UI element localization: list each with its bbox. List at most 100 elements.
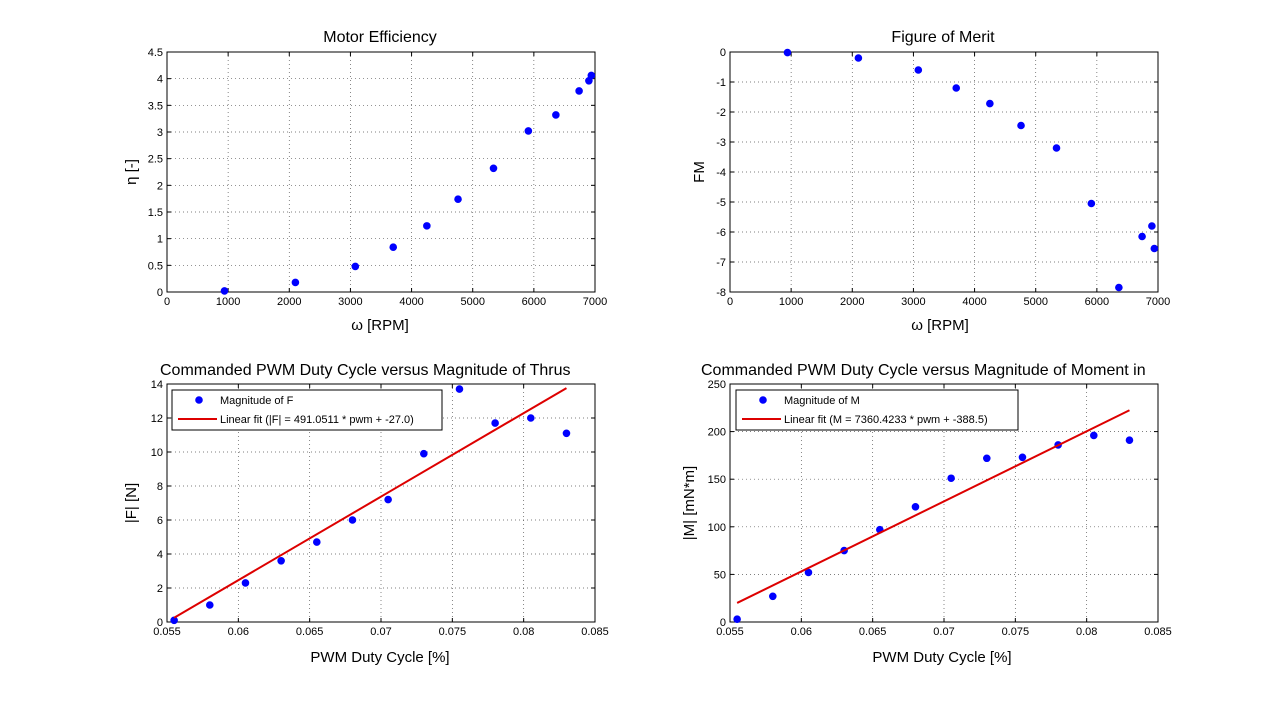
x-tick-label: 0.065 [296, 626, 324, 638]
x-tick-label: 3000 [901, 296, 925, 308]
y-axis-label: |M| [mN*m] [681, 466, 698, 540]
plot-area-4: 0.055 0.06 0.065 0.07 0.075 0.08 0.085 0 50 100 15… [708, 379, 1172, 638]
x-tick-label: 0.075 [1002, 626, 1030, 638]
legend-box [735, 389, 1019, 431]
x-tick-label: 3000 [338, 296, 362, 308]
data-point [552, 111, 560, 119]
y-tick-label: -2 [716, 107, 726, 119]
x-tick-label: 0.06 [228, 626, 249, 638]
y-tick-label: 250 [708, 379, 726, 391]
x-tick-label: 6000 [522, 296, 546, 308]
y-axis-label: FM [691, 161, 708, 183]
data-point [291, 278, 300, 287]
x-tick-label: 0.085 [581, 626, 609, 638]
y-tick-label: 0 [157, 287, 163, 299]
y-tick-label: 6 [157, 515, 163, 527]
plot-area-3: 0.055 0.06 0.065 0.07 0.075 0.08 0.085 0 2 4 6 8 10 1… [151, 379, 609, 638]
data-point [277, 557, 285, 565]
legend-entry-points: Magnitude of M [784, 395, 860, 407]
data-point [1150, 244, 1159, 253]
data-point [783, 48, 792, 57]
data-point [351, 262, 360, 271]
data-point [420, 449, 428, 458]
y-tick-label: 50 [714, 569, 726, 581]
x-tick-label: 0.055 [716, 626, 744, 638]
data-point [911, 503, 920, 511]
data-point [491, 419, 499, 427]
chart-title: Figure of Merit [891, 29, 995, 46]
x-tick-label: 0.075 [439, 626, 467, 638]
x-tick-label: 0 [164, 296, 170, 308]
x-tick-label: 0.06 [791, 626, 812, 638]
legend-entry-fit: Linear fit (|F| = 491.0511 * pwm + -27.0… [220, 414, 414, 426]
y-tick-label: 4 [157, 74, 163, 86]
data-point [206, 601, 214, 609]
data-point [854, 54, 863, 62]
x-tick-label: 0.07 [370, 626, 391, 638]
y-tick-label: 8 [157, 481, 163, 493]
data-point [952, 84, 961, 92]
plot-background [167, 52, 595, 292]
y-tick-label: 4 [157, 549, 163, 561]
y-tick-label: 0 [157, 617, 163, 629]
data-point [384, 495, 392, 504]
fit-line [173, 387, 567, 619]
subplot-figure-of-merit: Figure of Merit ω [RPM] FM [691, 29, 995, 334]
y-tick-label: 100 [708, 522, 726, 534]
y-tick-label: -4 [716, 167, 726, 179]
y-tick-label: -8 [716, 287, 726, 299]
y-tick-label: -5 [716, 197, 726, 209]
y-tick-label: -7 [716, 257, 726, 269]
x-tick-label: 6000 [1085, 296, 1109, 308]
legend-marker [195, 396, 203, 404]
x-tick-label: 1000 [216, 296, 240, 308]
fit-line [736, 409, 1130, 604]
chart-title: Motor Efficiency [323, 29, 437, 46]
data-point [313, 538, 321, 546]
data-point [1017, 121, 1025, 130]
x-tick-label: 2000 [277, 296, 301, 308]
data-point [1090, 431, 1098, 440]
chart-title: Commanded PWM Duty Cycle versus Magnitud… [160, 362, 571, 379]
subplot-moment-vs-pwm: Commanded PWM Duty Cycle versus Magnitud… [681, 362, 1146, 666]
data-point [1052, 144, 1061, 152]
data-point [524, 127, 533, 135]
data-point [423, 222, 431, 230]
data-point [1148, 222, 1156, 230]
legend: Magnitude of M Linear fit (M = 7360.4233 … [735, 389, 1019, 431]
data-point [587, 71, 596, 80]
data-point [947, 474, 955, 483]
data-point [983, 454, 991, 463]
x-tick-label: 4000 [399, 296, 423, 308]
y-tick-label: 3.5 [148, 100, 163, 112]
x-tick-label: 0.08 [513, 626, 534, 638]
data-point [527, 414, 535, 422]
data-point [455, 385, 464, 393]
y-axis-label: |F| [N] [123, 483, 140, 523]
data-point [1087, 199, 1096, 208]
y-tick-label: 2.5 [148, 154, 163, 166]
legend-marker [759, 396, 767, 404]
x-tick-label: 0.065 [859, 626, 887, 638]
data-point [170, 616, 178, 625]
x-axis-label: PWM Duty Cycle [%] [310, 649, 449, 666]
x-tick-label: 1000 [779, 296, 803, 308]
y-tick-label: 10 [151, 447, 163, 459]
legend: Magnitude of F Linear fit (|F| = 491.0511… [171, 389, 443, 431]
x-tick-label: 0.08 [1076, 626, 1097, 638]
x-tick-label: 2000 [840, 296, 864, 308]
y-tick-label: 0 [720, 47, 726, 59]
legend-entry-points: Magnitude of F [220, 395, 294, 407]
x-tick-label: 5000 [1023, 296, 1047, 308]
data-point [1125, 436, 1134, 444]
data-point [348, 516, 357, 524]
data-point [489, 164, 498, 173]
legend-box [171, 389, 443, 431]
plot-area-1: 0 1000 2000 3000 4000 5000 6000 7000 0 0.5 1 1.5 2 2.… [148, 47, 608, 308]
y-tick-label: 14 [151, 379, 163, 391]
subplot-thrust-vs-pwm: Commanded PWM Duty Cycle versus Magnitud… [123, 362, 571, 666]
y-tick-label: 4.5 [148, 47, 163, 59]
data-point [220, 287, 229, 295]
y-axis-label: η [-] [123, 159, 140, 185]
